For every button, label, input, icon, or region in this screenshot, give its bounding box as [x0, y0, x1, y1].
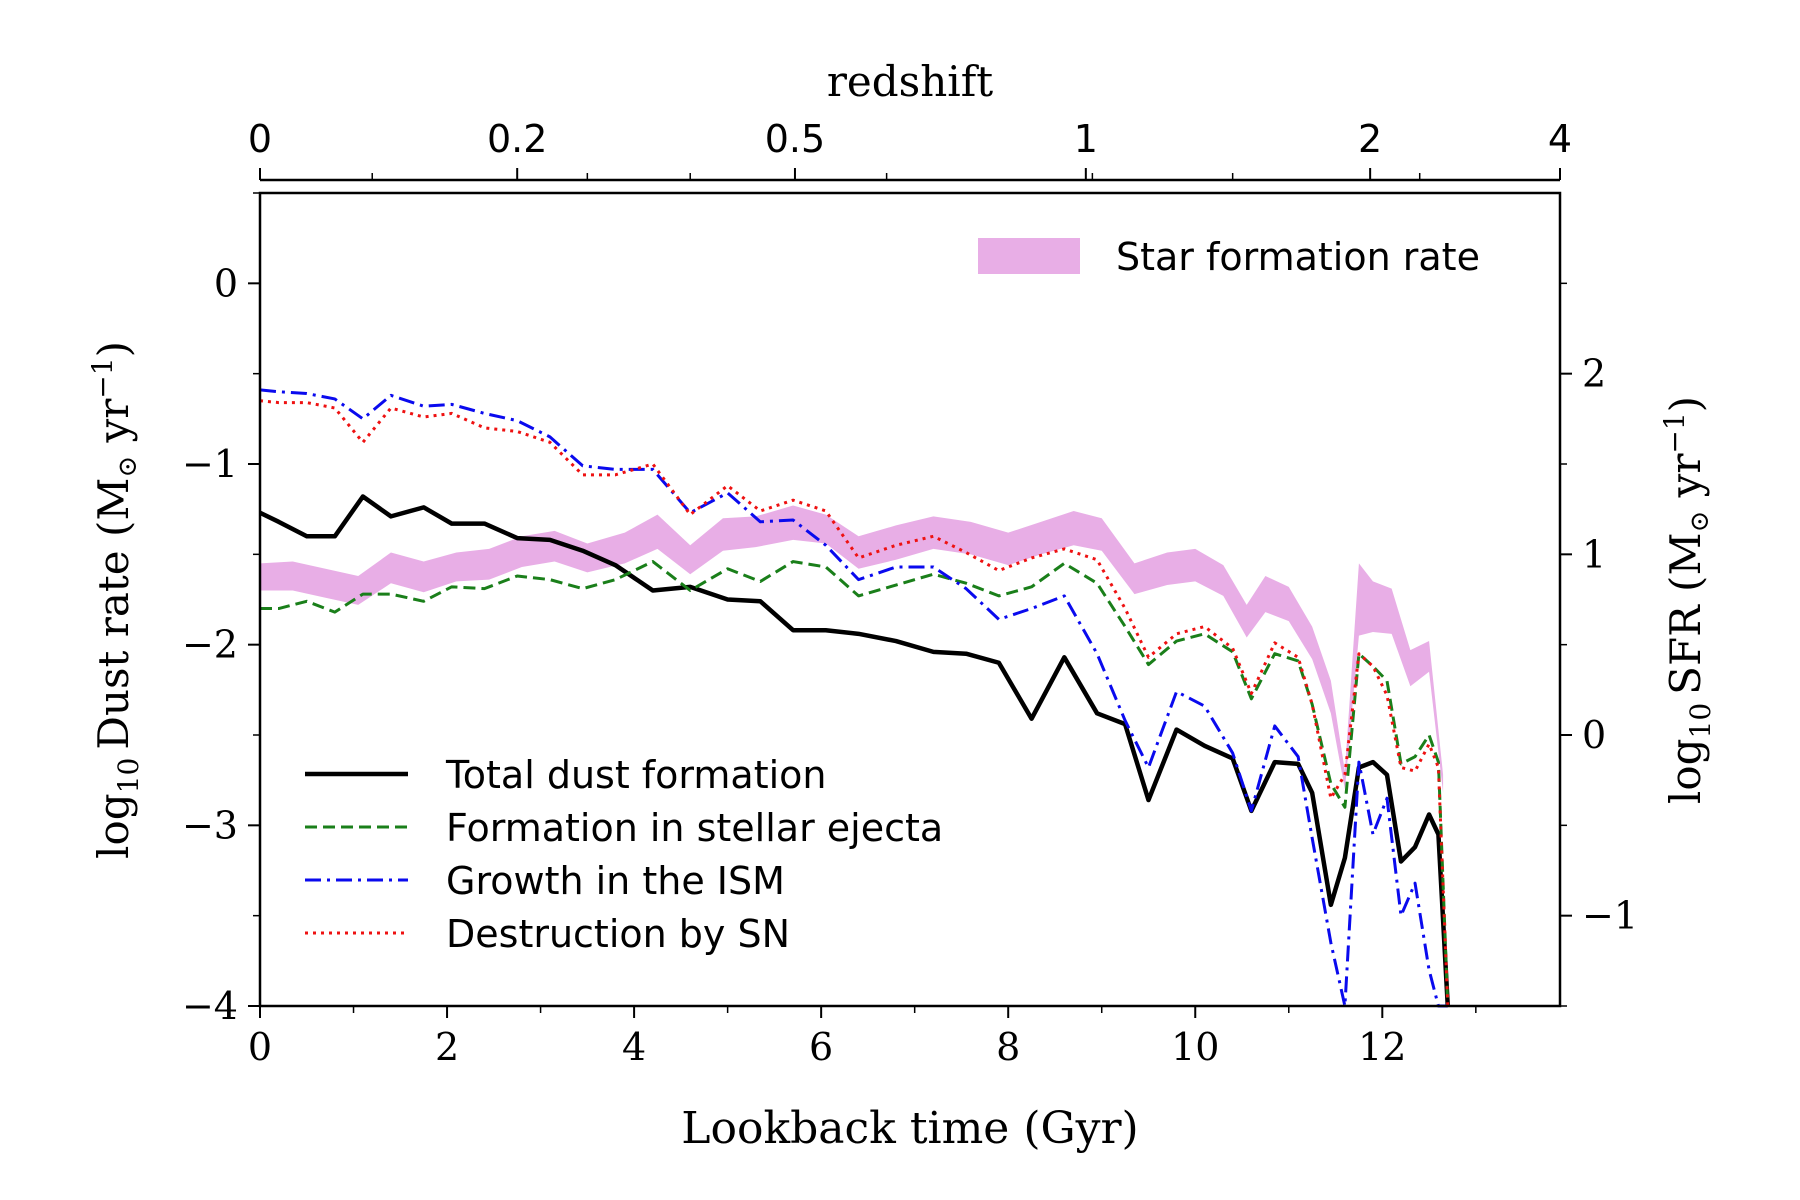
series-total-dust-formation [259, 494, 1451, 1007]
y-left-unit: yr [89, 398, 138, 456]
legend-ism-label: Growth in the ISM [446, 859, 785, 903]
y-left-tick-label: −1 [182, 442, 238, 486]
series-destruction-by-sn [259, 399, 1450, 1007]
y-left-log: log [89, 793, 138, 859]
legend-sfr-swatch [978, 238, 1080, 274]
top-tick-label: 4 [1548, 117, 1572, 161]
y-right-exp: −1 [1658, 412, 1691, 453]
series-lines-layer [259, 388, 1451, 1008]
x-tick-label: 6 [809, 1025, 833, 1069]
x-axis-label: Lookback time (Gyr) [681, 1103, 1138, 1154]
y-right-close: ) [1661, 396, 1710, 412]
x-tick-label: 10 [1171, 1025, 1219, 1069]
top-tick-label: 0.2 [487, 117, 547, 161]
x-tick-label: 8 [996, 1025, 1020, 1069]
y-axis-right-label: log10 SFR (M⊙ yr−1) [1658, 396, 1717, 804]
legend-total-label: Total dust formation [445, 753, 826, 797]
y-right-log: log [1661, 738, 1710, 804]
y-right-tick-label: 2 [1582, 352, 1606, 396]
y-left-tick-label: −2 [182, 623, 238, 667]
top-tick-label: 0.5 [765, 117, 825, 161]
legend-sfr-label: Star formation rate [1116, 235, 1480, 279]
sfr-band-layer [260, 505, 1444, 793]
top-axis-label: redshift [827, 57, 993, 106]
series-growth-in-the-ism [259, 388, 1448, 1008]
x-tick-label: 12 [1358, 1025, 1406, 1069]
series-formation-in-stellar-ejecta [260, 560, 1450, 1007]
y-left-text: Dust rate (M [89, 478, 138, 750]
y-right-tick-label: −1 [1582, 894, 1638, 938]
y-right-unit: yr [1661, 453, 1710, 511]
x-tick-label: 4 [622, 1025, 646, 1069]
y-left-tick-label: −4 [182, 984, 238, 1028]
top-tick-label: 1 [1074, 117, 1098, 161]
y-left-tick-label: 0 [214, 261, 238, 305]
x-tick-label: 0 [248, 1025, 272, 1069]
legend-sn-label: Destruction by SN [446, 912, 790, 956]
y-right-text: SFR (M [1661, 533, 1710, 695]
y-right-tick-label: 1 [1582, 532, 1606, 576]
legend-ejecta-label: Formation in stellar ejecta [446, 806, 943, 850]
y-right-sun: ⊙ [1685, 511, 1715, 533]
sfr-band [260, 505, 1444, 793]
y-right-log-sub: 10 [1684, 703, 1717, 739]
x-tick-label: 2 [435, 1025, 459, 1069]
y-left-log-sub: 10 [112, 758, 145, 794]
y-left-exp: −1 [86, 357, 119, 398]
y-left-tick-label: −3 [182, 803, 238, 847]
y-right-tick-label: 0 [1582, 713, 1606, 757]
y-left-close: ) [89, 341, 138, 357]
top-tick-label: 2 [1358, 117, 1382, 161]
legend-sfr: Star formation rate [978, 235, 1480, 279]
y-axis-left-label: log10 Dust rate (M⊙ yr−1) [86, 341, 145, 859]
legend-lines: Total dust formation Formation in stella… [305, 753, 943, 956]
plot-frame [258, 191, 1562, 1008]
y-left-sun: ⊙ [113, 456, 143, 478]
top-tick-label: 0 [248, 117, 272, 161]
